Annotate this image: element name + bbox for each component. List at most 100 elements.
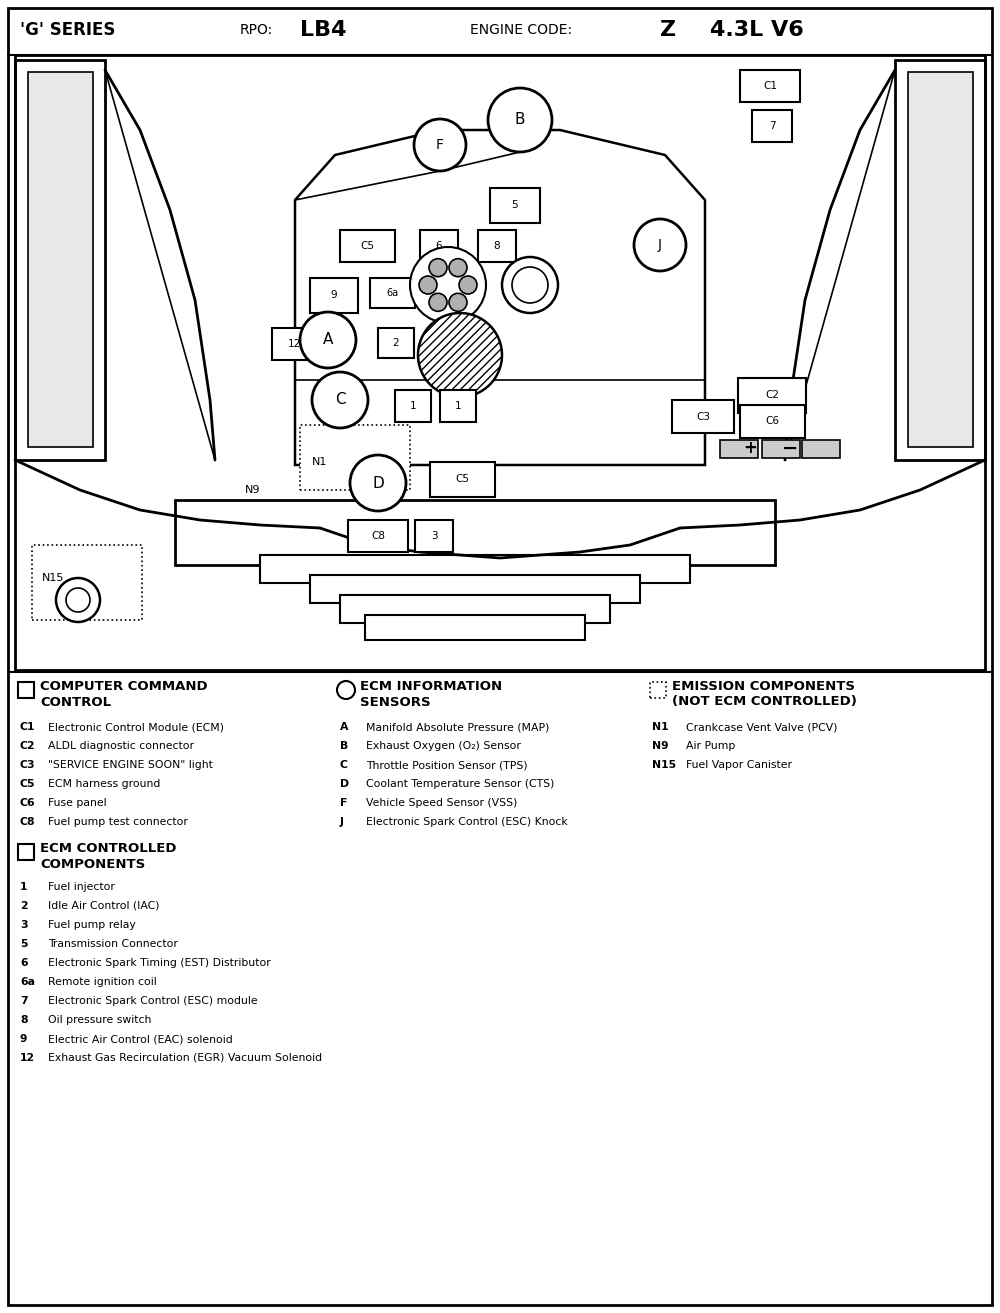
Circle shape [350,456,406,511]
Text: Crankcase Vent Valve (PCV): Crankcase Vent Valve (PCV) [686,722,838,733]
Text: Idle Air Control (IAC): Idle Air Control (IAC) [48,901,160,911]
Text: COMPONENTS: COMPONENTS [40,857,145,871]
Bar [420,230,458,263]
Text: C5: C5 [20,779,36,789]
Text: Oil pressure switch: Oil pressure switch [48,1015,151,1025]
Text: D: D [372,475,384,491]
Text: Z: Z [660,20,676,39]
Text: 6a: 6a [20,977,35,987]
Circle shape [414,119,466,171]
Text: 'G' SERIES: 'G' SERIES [20,21,115,39]
Bar [175,500,775,565]
Text: 1: 1 [455,400,461,411]
Text: 1: 1 [20,882,28,892]
Circle shape [502,257,558,312]
Bar [340,595,610,622]
Text: 4.3L V6: 4.3L V6 [710,20,804,39]
Text: SENSORS: SENSORS [360,696,431,709]
Text: 12: 12 [20,1053,35,1064]
Bar [300,425,410,490]
Bar [32,545,142,620]
Circle shape [429,293,447,311]
Text: J: J [658,238,662,252]
Bar [395,390,431,421]
Circle shape [66,588,90,612]
Text: C1: C1 [20,722,36,733]
Text: 12: 12 [288,339,301,349]
Text: 7: 7 [20,997,28,1006]
Bar [740,70,800,102]
Bar [740,404,805,439]
Text: 6a: 6a [386,288,399,298]
Text: 7: 7 [769,121,775,131]
Text: Fuel pump relay: Fuel pump relay [48,920,136,930]
Text: "SERVICE ENGINE SOON" light: "SERVICE ENGINE SOON" light [48,760,213,769]
Text: 3: 3 [431,530,437,541]
Text: C1: C1 [763,81,777,91]
Text: 2: 2 [393,337,399,348]
Text: J: J [340,817,344,827]
Bar [415,520,453,551]
Text: Coolant Temperature Sensor (CTS): Coolant Temperature Sensor (CTS) [366,779,554,789]
Bar [478,230,516,263]
Text: C2: C2 [20,741,36,751]
Text: N1: N1 [312,457,327,467]
Text: 6: 6 [436,242,442,251]
Text: LB4: LB4 [300,20,347,39]
Text: B: B [515,113,525,127]
Bar [650,681,666,699]
Text: A: A [323,332,333,348]
Text: N9: N9 [652,741,669,751]
Text: C: C [335,393,345,407]
Text: Manifold Absolute Pressure (MAP): Manifold Absolute Pressure (MAP) [366,722,549,733]
Text: Electronic Spark Control (ESC) Knock: Electronic Spark Control (ESC) Knock [366,817,568,827]
Bar [672,400,734,433]
Text: ECM INFORMATION: ECM INFORMATION [360,680,502,693]
Text: C5: C5 [360,242,374,251]
Circle shape [488,88,552,152]
Text: C2: C2 [765,390,779,400]
Text: ALDL diagnostic connector: ALDL diagnostic connector [48,741,194,751]
Text: 8: 8 [20,1015,28,1025]
Text: C8: C8 [20,817,36,827]
Text: 9: 9 [20,1035,28,1044]
Text: C6: C6 [20,798,36,807]
Bar [310,575,640,603]
Circle shape [449,293,467,311]
Text: 5: 5 [20,939,28,949]
Bar [18,844,34,860]
Bar [895,60,985,460]
Text: C3: C3 [20,760,36,769]
Text: 1: 1 [410,400,416,411]
Text: Vehicle Speed Sensor (VSS): Vehicle Speed Sensor (VSS) [366,798,517,807]
Text: Fuse panel: Fuse panel [48,798,107,807]
Circle shape [449,259,467,277]
Bar [762,440,800,458]
Bar [15,60,105,460]
Text: Fuel pump test connector: Fuel pump test connector [48,817,188,827]
Text: C8: C8 [371,530,385,541]
Text: N9: N9 [245,484,260,495]
Bar [440,390,476,421]
Bar [752,110,792,142]
Bar [28,72,93,446]
Bar [430,462,495,498]
Text: Electronic Control Module (ECM): Electronic Control Module (ECM) [48,722,224,733]
Bar [18,681,34,699]
Text: Throttle Position Sensor (TPS): Throttle Position Sensor (TPS) [366,760,528,769]
Text: ECM CONTROLLED: ECM CONTROLLED [40,843,176,856]
Circle shape [410,247,486,323]
Bar [720,440,758,458]
Text: N1: N1 [652,722,669,733]
Text: Electronic Spark Timing (EST) Distributor: Electronic Spark Timing (EST) Distributo… [48,958,271,968]
Bar [310,278,358,312]
Text: 5: 5 [512,201,518,210]
Text: (NOT ECM CONTROLLED): (NOT ECM CONTROLLED) [672,696,857,709]
Bar [15,55,985,670]
Text: Remote ignition coil: Remote ignition coil [48,977,157,987]
Text: 2: 2 [20,901,28,911]
Text: C5: C5 [456,474,470,484]
Text: N15: N15 [652,760,676,769]
Text: Transmission Connector: Transmission Connector [48,939,178,949]
Text: Exhaust Gas Recirculation (EGR) Vacuum Solenoid: Exhaust Gas Recirculation (EGR) Vacuum S… [48,1053,322,1064]
